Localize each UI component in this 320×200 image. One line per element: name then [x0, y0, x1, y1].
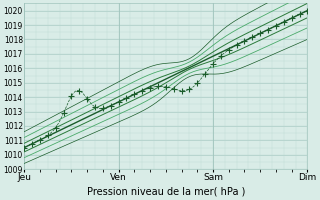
X-axis label: Pression niveau de la mer( hPa ): Pression niveau de la mer( hPa ): [87, 187, 245, 197]
